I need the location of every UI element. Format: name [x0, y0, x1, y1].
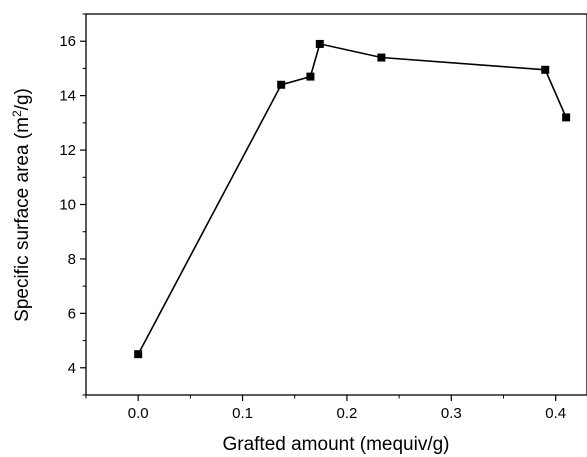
x-tick-label: 0.4: [545, 405, 566, 422]
data-point: [562, 113, 571, 122]
y-tick-label: 4: [68, 360, 76, 377]
x-tick-label: 0.2: [337, 405, 358, 422]
y-tick-label: 12: [59, 142, 76, 159]
y-axis-label-tail: /g): [12, 88, 33, 110]
data-point: [315, 39, 324, 48]
y-tick-label: 16: [59, 33, 76, 50]
data-point: [377, 53, 386, 62]
x-tick-label: 0.3: [441, 405, 462, 422]
x-tick-label: 0.1: [232, 405, 253, 422]
data-point: [134, 350, 143, 359]
series-group: [134, 39, 571, 359]
data-point: [277, 80, 286, 89]
y-axis-label: Specific surface area (m2/g): [10, 88, 33, 322]
y-tick-label: 6: [68, 305, 76, 322]
y-axis-label-superscript: 2: [10, 110, 24, 117]
plot-frame: [85, 13, 587, 396]
y-tick-label: 8: [68, 251, 76, 268]
y-tick-label: 14: [59, 88, 76, 105]
data-point: [306, 72, 315, 81]
y-axis-label-main: Specific surface area (m: [12, 117, 33, 322]
data-point: [541, 65, 550, 74]
series-line: [137, 42, 567, 355]
y-tick-label: 10: [59, 197, 76, 214]
x-axis-ticks: 0.0 0.1 0.2 0.3 0.4: [85, 395, 566, 422]
x-tick-label: 0.0: [128, 405, 149, 422]
y-axis-ticks: 4 6 8 10 12 14 16: [59, 13, 86, 396]
x-axis-label: Grafted amount (mequiv/g): [222, 434, 449, 455]
